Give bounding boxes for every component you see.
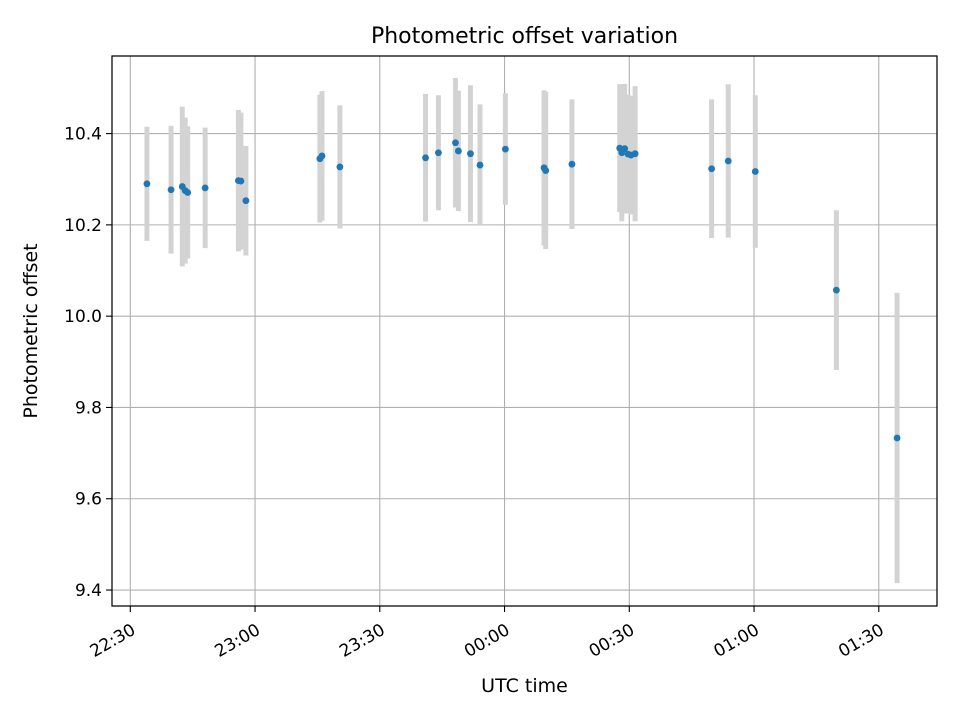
- data-point: [476, 161, 484, 169]
- data-point: [201, 184, 209, 192]
- y-axis-ticks: 9.4 9.6 9.8 10.0 10.2 10.4: [64, 125, 112, 601]
- y-tick-label: 10.2: [64, 216, 102, 236]
- data-point: [893, 434, 901, 442]
- y-tick-label: 9.6: [75, 490, 102, 510]
- data-point: [467, 150, 474, 158]
- data-point: [751, 168, 759, 175]
- data-point: [501, 145, 509, 153]
- data-point: [454, 147, 462, 155]
- y-axis-label: Photometric offset: [20, 243, 42, 418]
- data-point: [452, 139, 459, 147]
- axes-frame: [111, 55, 938, 607]
- point-layer: [143, 139, 901, 442]
- chart-title: Photometric offset variation: [371, 24, 678, 49]
- data-point: [621, 145, 629, 153]
- data-point: [724, 157, 732, 165]
- y-tick-label: 9.8: [75, 398, 102, 418]
- data-point: [184, 189, 192, 196]
- grid-layer: [112, 56, 937, 606]
- data-point: [568, 160, 576, 168]
- x-axis-label: UTC time: [481, 675, 568, 697]
- data-point: [542, 167, 550, 174]
- data-point: [237, 177, 245, 185]
- y-tick-label: 10.4: [64, 125, 102, 145]
- data-point: [336, 163, 344, 171]
- data-point: [143, 180, 151, 188]
- data-point: [318, 152, 326, 160]
- data-point: [832, 286, 840, 294]
- data-point: [422, 154, 429, 162]
- data-point: [631, 150, 639, 158]
- data-point: [167, 186, 175, 194]
- y-tick-label: 9.4: [75, 581, 102, 601]
- y-tick-label: 10.0: [64, 307, 102, 327]
- data-point: [435, 149, 442, 157]
- data-point: [708, 165, 716, 173]
- data-point: [242, 197, 250, 205]
